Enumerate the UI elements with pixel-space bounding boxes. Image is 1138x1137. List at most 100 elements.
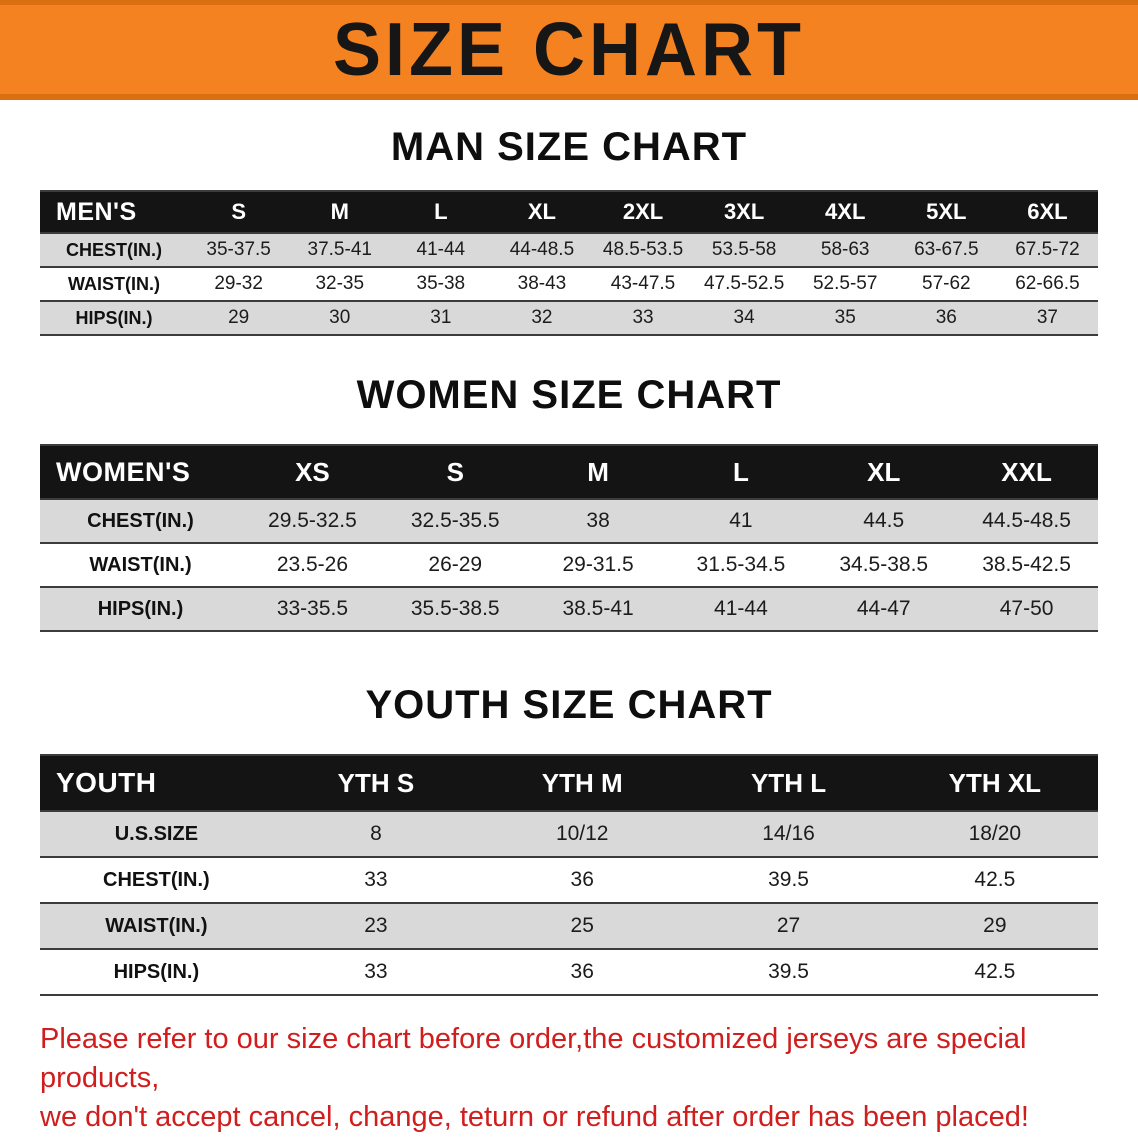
size-column-header: S — [188, 191, 290, 233]
youth-size-section: YOUTH SIZE CHART YOUTH YTH S YTH M YTH L YTH… — [0, 682, 1138, 996]
size-column-header: XXL — [955, 445, 1098, 499]
women-section-heading: WOMEN SIZE CHART — [356, 373, 782, 417]
size-value-cell: 41-44 — [714, 597, 768, 620]
table-head: MEN'S S M L XL 2XL 3XL 4XL 5XL 6XL — [40, 191, 1098, 233]
table-body: CHEST(IN.) 35-37.5 37.5-41 41-44 44-48.5 48.5… — [40, 233, 1098, 335]
size-value-cell: 38-43 — [517, 273, 567, 294]
men-size-table: MEN'S S M L XL 2XL 3XL 4XL 5XL 6XL CHEST(IN.) 35-37… — [40, 190, 1098, 336]
table-row: HIPS(IN.) 29 30 31 32 33 34 35 36 37 — [40, 301, 1098, 335]
disclaimer-text: Please refer to our size chart before or… — [40, 1020, 1126, 1137]
size-value-cell: 30 — [329, 307, 351, 328]
size-value-cell: 36 — [570, 868, 594, 891]
size-value-cell: 33 — [364, 960, 388, 983]
table-body: U.S.SIZE 8 10/12 14/16 18/20 CHEST(IN.) 33 36 39… — [40, 811, 1098, 995]
size-value-cell: 31.5-34.5 — [696, 553, 786, 576]
size-value-cell: 29-31.5 — [562, 553, 634, 576]
size-column-header: YTH S — [272, 755, 480, 811]
table-row: CHEST(IN.) 29.5-32.5 32.5-35.5 38 41 44.5 44.5… — [40, 499, 1098, 543]
size-value-cell: 29.5-32.5 — [268, 509, 357, 532]
size-value-cell: 58-63 — [820, 239, 870, 260]
table-row: CHEST(IN.) 33 36 39.5 42.5 — [40, 857, 1098, 903]
women-size-section: WOMEN SIZE CHART WOMEN'S XS S M L XL XXL CHEST(… — [0, 372, 1138, 632]
size-column-header: 3XL — [693, 191, 795, 233]
size-value-cell: 23 — [364, 914, 388, 937]
women-size-table: WOMEN'S XS S M L XL XXL CHEST(IN.) 29.5-32.5 32.5… — [40, 444, 1098, 632]
size-value-cell: 42.5 — [974, 868, 1016, 891]
table-row: HIPS(IN.) 33-35.5 35.5-38.5 38.5-41 41-44 44-… — [40, 587, 1098, 631]
table-header-row: MEN'S S M L XL 2XL 3XL 4XL 5XL 6XL — [40, 191, 1098, 233]
size-value-cell: 29 — [983, 914, 1007, 937]
size-value-cell: 41-44 — [416, 239, 466, 260]
size-value-cell: 35-38 — [416, 273, 466, 294]
row-label-cell: WAIST(IN.) — [105, 914, 208, 937]
size-value-cell: 35-37.5 — [206, 239, 271, 260]
table-row: U.S.SIZE 8 10/12 14/16 18/20 — [40, 811, 1098, 857]
size-chart-banner: SIZE CHART — [0, 0, 1138, 100]
size-value-cell: 8 — [370, 822, 382, 845]
size-value-cell: 38 — [586, 509, 610, 532]
youth-section-heading: YOUTH SIZE CHART — [365, 683, 773, 727]
size-value-cell: 36 — [570, 960, 594, 983]
size-column-header: YTH XL — [891, 755, 1098, 811]
size-value-cell: 23.5-26 — [276, 553, 349, 576]
size-column-header: XL — [491, 191, 593, 233]
size-value-cell: 35.5-38.5 — [410, 597, 500, 620]
size-column-header: 2XL — [592, 191, 694, 233]
size-value-cell: 31 — [430, 307, 452, 328]
size-value-cell: 35 — [834, 307, 856, 328]
size-value-cell: 63-67.5 — [914, 239, 979, 260]
youth-size-table: YOUTH YTH S YTH M YTH L YTH XL U.S.SIZE 8 10/12… — [40, 754, 1098, 996]
size-column-header: YTH M — [479, 755, 686, 811]
size-value-cell: 34 — [733, 307, 755, 328]
men-section-heading: MAN SIZE CHART — [390, 125, 748, 169]
size-value-cell: 42.5 — [974, 960, 1016, 983]
size-value-cell: 34.5-38.5 — [839, 553, 929, 576]
size-value-cell: 33 — [364, 868, 388, 891]
size-value-cell: 57-62 — [922, 273, 971, 294]
size-column-header: XL — [812, 445, 956, 499]
table-row: WAIST(IN.) 23.5-26 26-29 29-31.5 31.5-34.5 34… — [40, 543, 1098, 587]
table-title-cell: WOMEN'S — [40, 445, 242, 499]
table-row: WAIST(IN.) 29-32 32-35 35-38 38-43 43-47.5 47.… — [40, 267, 1098, 301]
row-label-cell: CHEST(IN.) — [103, 868, 210, 891]
size-column-header: L — [390, 191, 492, 233]
table-row: WAIST(IN.) 23 25 27 29 — [40, 903, 1098, 949]
size-value-cell: 32.5-35.5 — [410, 509, 500, 532]
size-value-cell: 25 — [570, 914, 594, 937]
men-size-section: MAN SIZE CHART MEN'S S M L XL 2XL 3XL 4XL 5XL 6XL… — [0, 124, 1138, 336]
row-label-cell: HIPS(IN.) — [75, 307, 153, 328]
row-label-cell: WAIST(IN.) — [89, 553, 192, 576]
table-header-row: WOMEN'S XS S M L XL XXL — [40, 445, 1098, 499]
table-head: YOUTH YTH S YTH M YTH L YTH XL — [40, 755, 1098, 811]
size-value-cell: 37 — [1036, 307, 1058, 328]
size-column-header: L — [669, 445, 813, 499]
size-value-cell: 38.5-41 — [562, 597, 634, 620]
size-value-cell: 41 — [729, 509, 753, 532]
size-value-cell: 14/16 — [762, 822, 815, 845]
size-value-cell: 62-66.5 — [1015, 273, 1080, 294]
size-value-cell: 67.5-72 — [1015, 239, 1080, 260]
size-value-cell: 32-35 — [315, 273, 365, 294]
disclaimer-line-1: Please refer to our size chart before or… — [40, 1023, 1027, 1095]
size-value-cell: 47-50 — [999, 597, 1054, 620]
table-head: WOMEN'S XS S M L XL XXL — [40, 445, 1098, 499]
size-value-cell: 38.5-42.5 — [982, 553, 1071, 576]
size-value-cell: 48.5-53.5 — [602, 239, 684, 260]
size-column-header: 6XL — [996, 191, 1098, 233]
table-header-row: YOUTH YTH S YTH M YTH L YTH XL — [40, 755, 1098, 811]
size-column-header: S — [383, 445, 527, 499]
size-value-cell: 33 — [632, 307, 654, 328]
size-value-cell: 53.5-58 — [711, 239, 777, 260]
size-value-cell: 36 — [935, 307, 957, 328]
size-value-cell: 39.5 — [768, 960, 809, 983]
row-label-cell: WAIST(IN.) — [68, 273, 161, 294]
size-value-cell: 18/20 — [968, 822, 1022, 845]
size-column-header: 4XL — [794, 191, 896, 233]
row-label-cell: HIPS(IN.) — [97, 597, 184, 620]
size-column-header: YTH L — [685, 755, 892, 811]
size-value-cell: 29-32 — [214, 273, 263, 294]
table-body: CHEST(IN.) 29.5-32.5 32.5-35.5 38 41 44.5 44.5… — [40, 499, 1098, 631]
size-column-header: M — [289, 191, 391, 233]
disclaimer-line-2: we don't accept cancel, change, teturn o… — [40, 1101, 1029, 1134]
